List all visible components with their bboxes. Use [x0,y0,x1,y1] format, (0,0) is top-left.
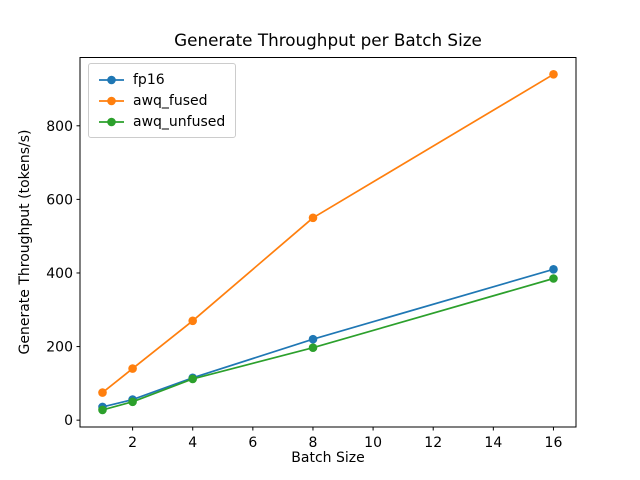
legend-line-swatch-fp16 [99,75,124,84]
data-point-awq_unfused [128,397,137,407]
data-point-awq_unfused [188,374,197,384]
legend-line-swatch-awq_unfused [99,117,124,126]
legend-item-fp16: fp16 [98,69,225,90]
x-tick-label: 6 [248,435,257,451]
y-tick-label: 600 [46,192,73,208]
legend-line-swatch-awq_fused [99,96,124,105]
x-tick-label: 12 [424,435,442,451]
data-point-awq_fused [308,213,318,223]
chart-title: Generate Throughput per Batch Size [174,30,482,50]
legend-label-awq_unfused: awq_unfused [133,113,226,130]
data-point-fp16 [308,334,318,344]
data-point-awq_fused [549,70,558,79]
data-point-awq_fused [98,388,107,397]
data-point-awq_fused [128,364,137,373]
legend-item-awq_fused: awq_fused [98,90,225,111]
y-tick-label: 200 [46,340,73,356]
data-point-awq_unfused [308,343,318,353]
y-tick-label: 0 [64,413,73,429]
x-tick-label: 10 [364,435,382,451]
x-tick-label: 16 [545,435,563,451]
plot-border [79,57,577,428]
x-tick-label: 2 [128,435,137,451]
data-point-awq_unfused [98,405,107,415]
data-point-awq_fused [188,316,197,326]
legend: fp16 awq_fused awq_unfused [88,63,237,138]
legend-label-awq_fused: awq_fused [133,92,208,109]
y-tick-label: 400 [46,266,73,282]
x-axis-label: Batch Size [291,450,365,466]
x-tick-label: 14 [484,435,502,451]
legend-label-fp16: fp16 [133,71,165,88]
data-point-awq_unfused [549,274,558,283]
legend-item-awq_unfused: awq_unfused [98,111,225,132]
x-tick-label: 4 [188,435,197,451]
data-point-fp16 [549,265,558,274]
series-line-awq_unfused [102,277,554,411]
y-tick-label: 800 [46,119,73,135]
x-tick-label: 8 [309,435,318,451]
